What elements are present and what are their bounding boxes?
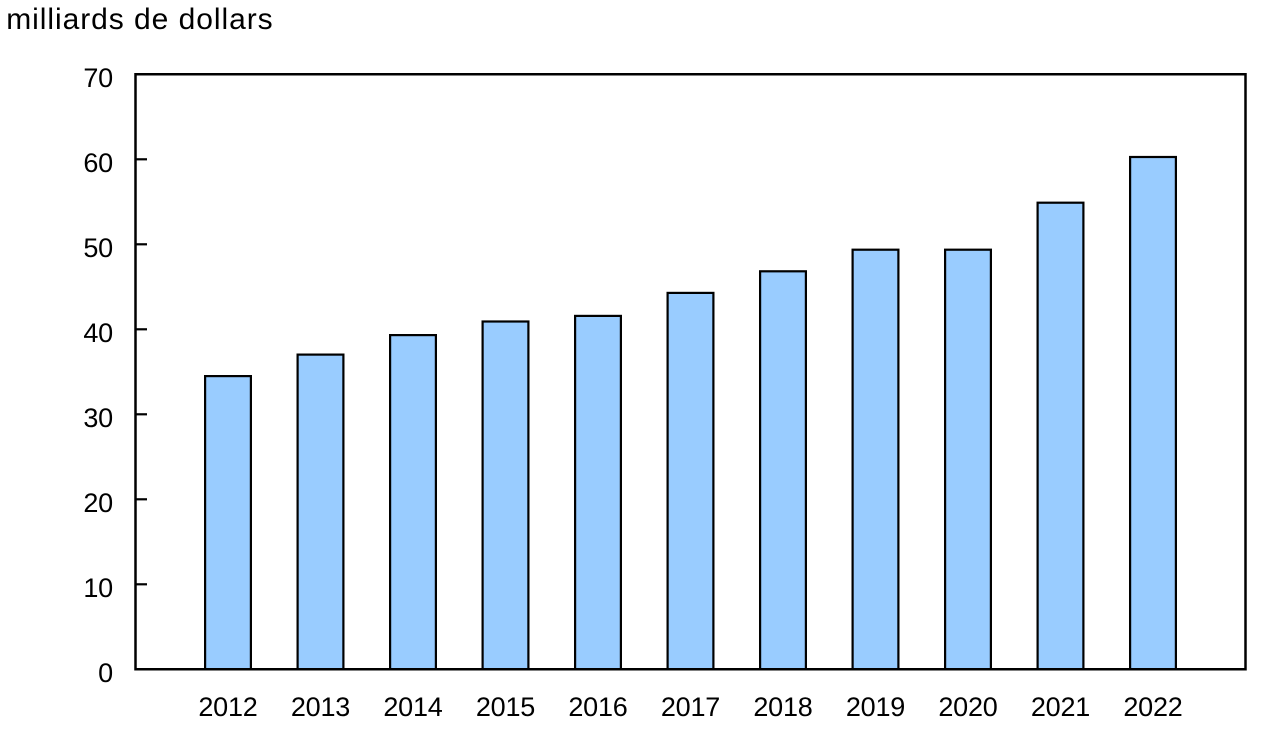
- svg-text:70: 70: [83, 63, 113, 93]
- svg-text:60: 60: [83, 148, 113, 178]
- svg-text:2019: 2019: [846, 692, 905, 722]
- svg-text:2015: 2015: [476, 692, 535, 722]
- svg-text:2020: 2020: [938, 692, 997, 722]
- svg-text:40: 40: [83, 318, 113, 348]
- svg-text:50: 50: [83, 233, 113, 263]
- svg-text:2012: 2012: [198, 692, 257, 722]
- svg-text:milliards de dollars: milliards de dollars: [6, 3, 273, 36]
- svg-text:10: 10: [83, 573, 113, 603]
- svg-text:2018: 2018: [753, 692, 812, 722]
- svg-text:2013: 2013: [291, 692, 350, 722]
- svg-text:2016: 2016: [568, 692, 627, 722]
- svg-text:30: 30: [83, 403, 113, 433]
- svg-text:20: 20: [83, 488, 113, 518]
- svg-text:2021: 2021: [1031, 692, 1090, 722]
- svg-text:0: 0: [98, 658, 113, 688]
- svg-text:2022: 2022: [1123, 692, 1182, 722]
- svg-text:2017: 2017: [661, 692, 720, 722]
- svg-text:2014: 2014: [383, 692, 442, 722]
